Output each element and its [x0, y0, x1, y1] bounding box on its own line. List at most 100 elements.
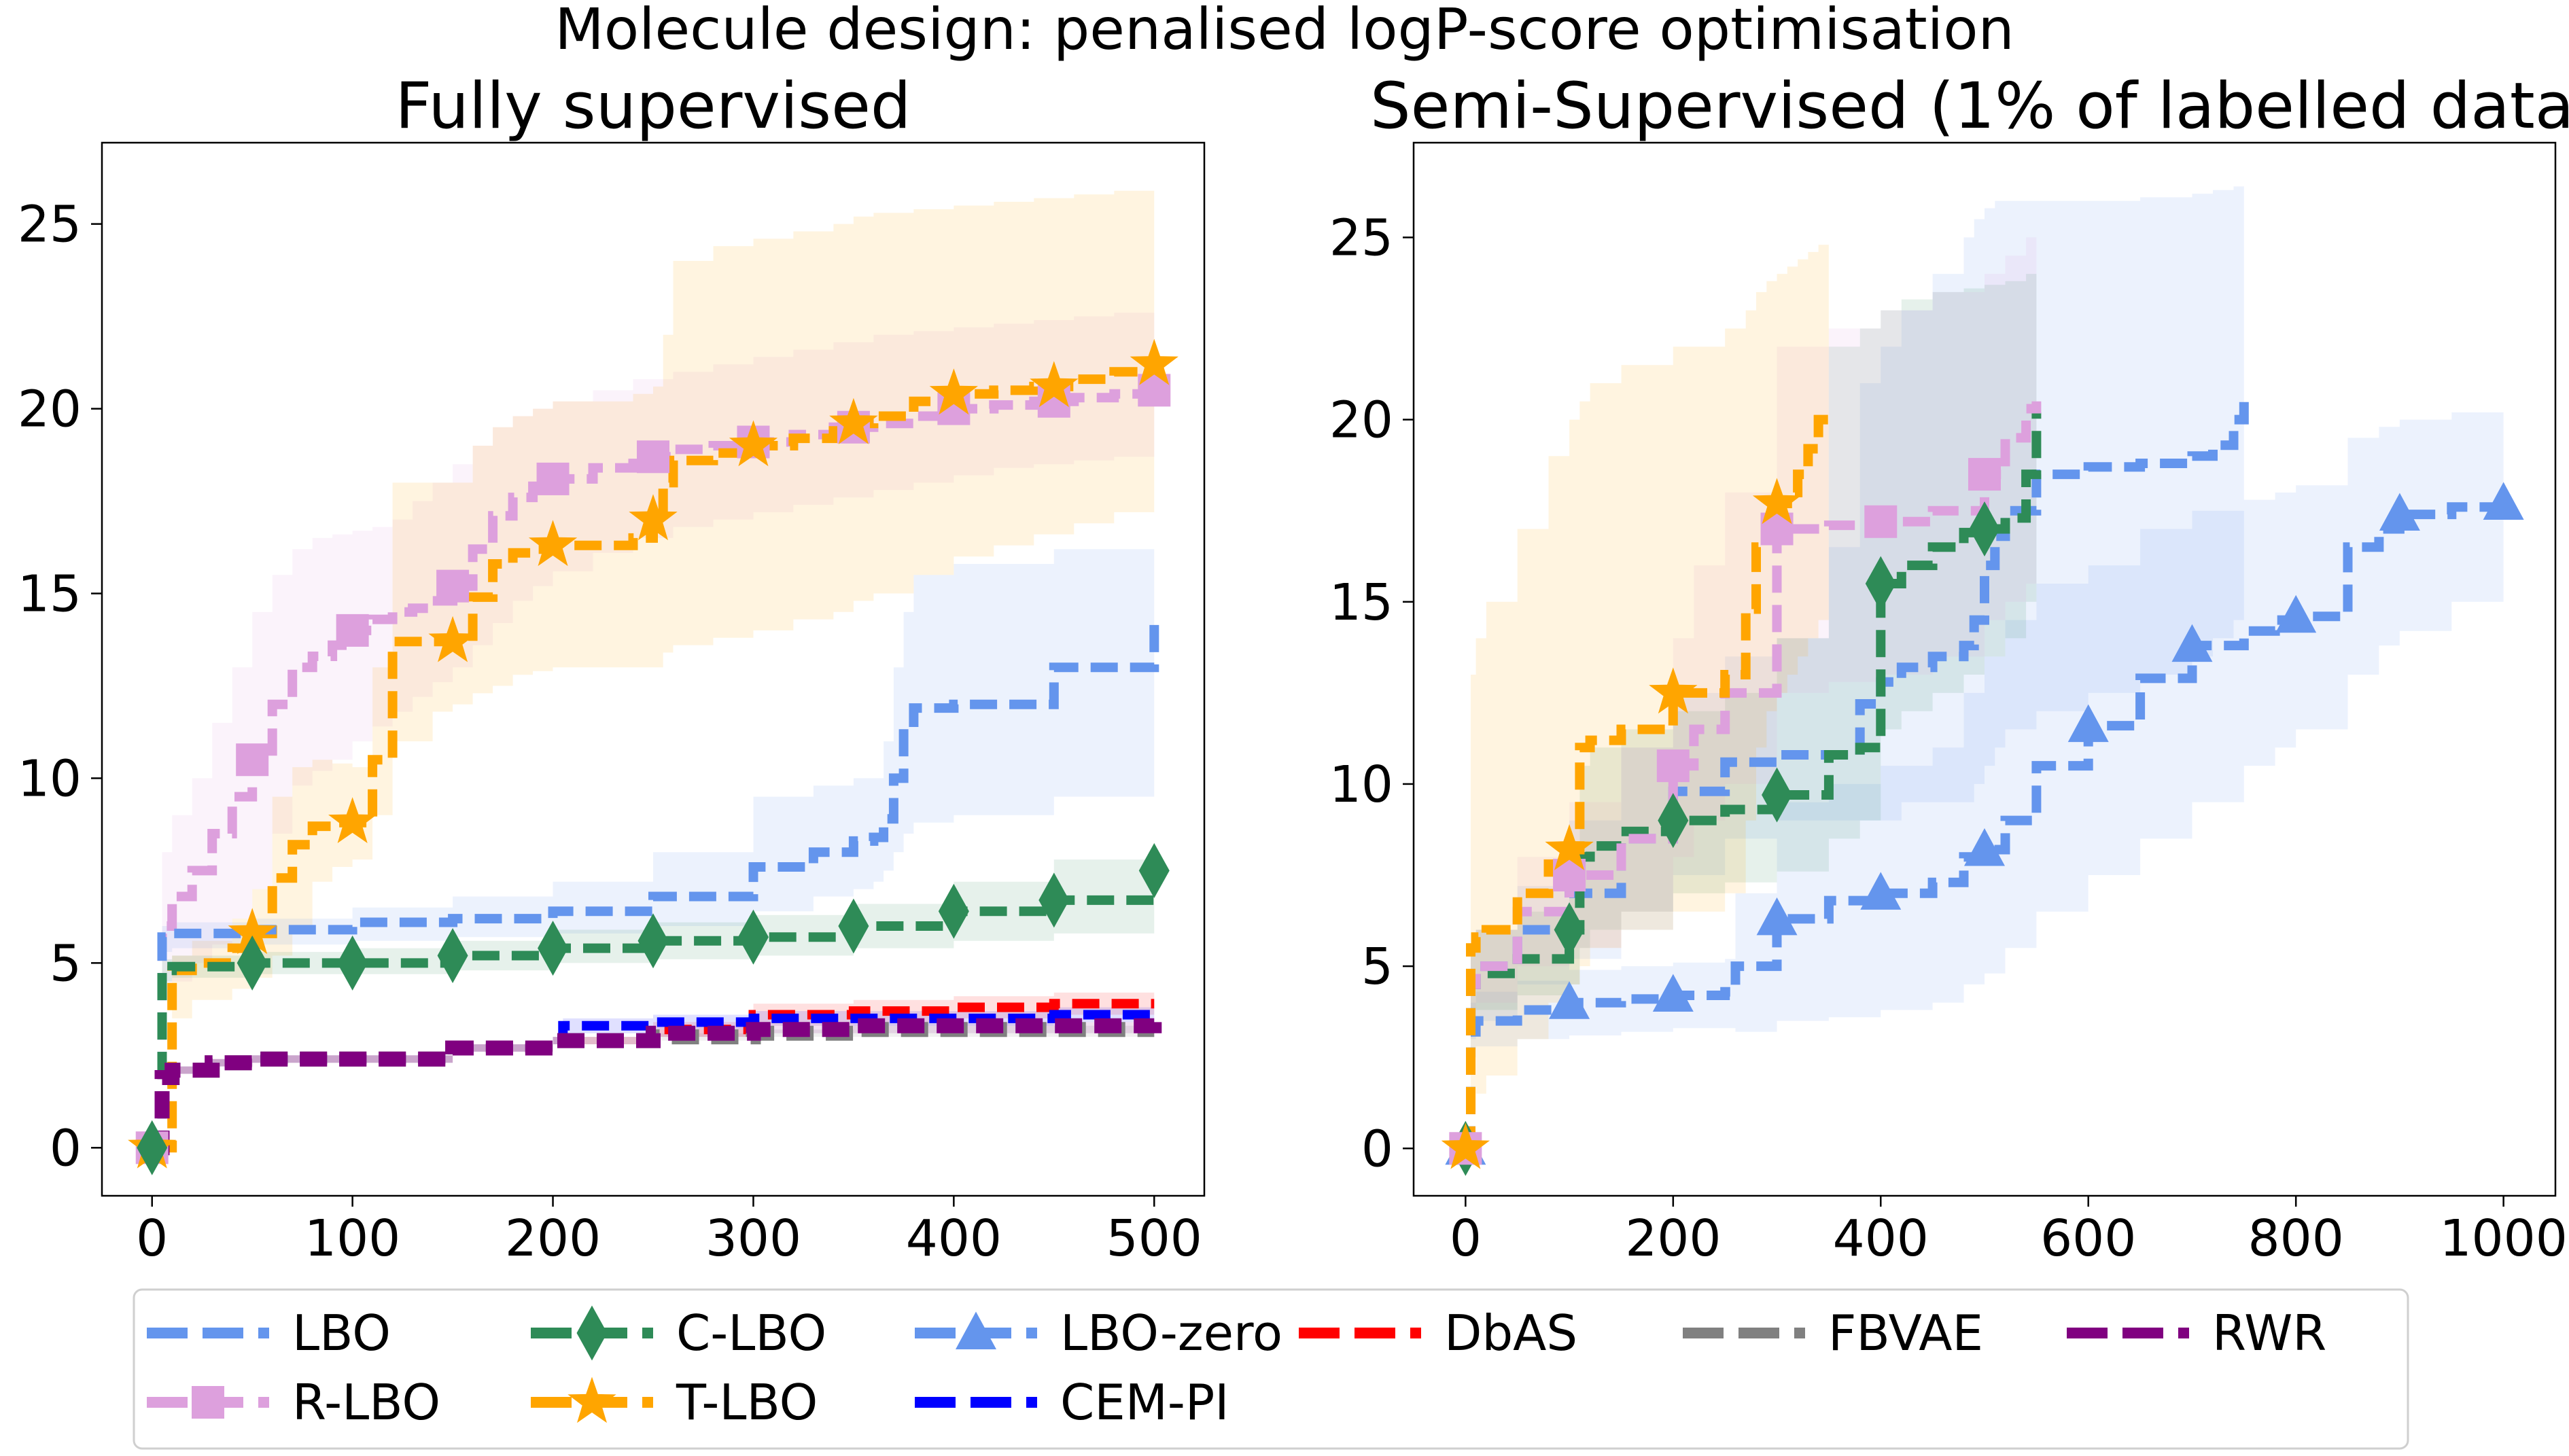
y-tick-label: 5 [1361, 938, 1393, 996]
y-tick-label: 0 [50, 1119, 82, 1177]
legend-box [133, 1288, 2409, 1450]
marker-c-lbo [437, 927, 468, 983]
y-tick-label: 10 [18, 749, 82, 808]
marker-t-lbo [228, 908, 277, 955]
y-tick-label: 25 [18, 196, 82, 254]
marker-r-lbo [637, 440, 669, 474]
x-tick-label: 1000 [2439, 1209, 2567, 1268]
marker-t-lbo [328, 797, 377, 843]
legend-marker-star [567, 1377, 616, 1423]
legend: LBO C-LBO LBO-zero DbAS FBVAE RWR R-LBO T-LBO CE… [133, 1288, 2409, 1450]
figure-title: Molecule design: penalised logP-score op… [555, 0, 2014, 63]
marker-r-lbo [1968, 458, 2001, 491]
line-t-lbo [152, 364, 1159, 1153]
marker-lbo-zero [1860, 872, 1902, 910]
marker-r-lbo [1864, 505, 1898, 538]
marker-r-lbo [436, 569, 470, 603]
marker-r-lbo [336, 614, 369, 647]
legend-label: T-LBO [676, 1374, 818, 1431]
marker-c-lbo [1554, 902, 1585, 957]
x-tick-label: 500 [1106, 1209, 1202, 1268]
marker-c-lbo [538, 921, 569, 976]
legend-item-fbvae: FBVAE [1683, 1304, 1983, 1362]
marker-c-lbo [337, 935, 368, 991]
marker-c-lbo [1658, 793, 1689, 849]
line-c-lbo [152, 870, 1159, 1153]
marker-r-lbo [536, 462, 570, 495]
marker-c-lbo [1138, 842, 1170, 898]
x-tick-label: 200 [1625, 1209, 1721, 1268]
marker-lbo-zero [2379, 493, 2420, 531]
marker-t-lbo [1649, 667, 1698, 714]
marker-t-lbo [1130, 338, 1178, 385]
legend-label: DbAS [1444, 1304, 1577, 1362]
plot-area [1465, 183, 2509, 1154]
panel-title: Fully supervised [395, 69, 911, 143]
x-tick-label: 800 [2248, 1209, 2344, 1268]
x-tick-label: 100 [304, 1209, 400, 1268]
plot-area [152, 187, 1162, 1156]
marker-lbo-zero [1756, 897, 1798, 936]
marker-c-lbo [137, 1120, 168, 1175]
marker-lbo-zero [1964, 828, 2005, 866]
panel-title: Semi-Supervised (1% of labelled data) [1370, 69, 2569, 143]
legend-item-c-lbo: C-LBO [531, 1304, 826, 1362]
legend-label: CEM-PI [1060, 1374, 1229, 1431]
band-rwr [152, 1018, 1155, 1148]
legend-item-dbas: DbAS [1299, 1304, 1577, 1362]
marker-lbo-zero [2275, 594, 2317, 633]
x-tick-label: 400 [906, 1209, 1002, 1268]
band-r-lbo [1465, 219, 2037, 1149]
marker-lbo-zero [2171, 624, 2213, 662]
legend-item-r-lbo: R-LBO [147, 1374, 440, 1431]
marker-t-lbo [1752, 478, 1802, 525]
panel-semi-supervised: Semi-Supervised (1% of labelled data) 0 20… [1329, 69, 2569, 1268]
marker-c-lbo [1969, 501, 2000, 557]
marker-c-lbo [938, 883, 969, 939]
legend-marker-square [192, 1386, 224, 1419]
legend-label: FBVAE [1828, 1304, 1983, 1362]
marker-lbo-zero [1549, 981, 1590, 1019]
x-tick-label: 400 [1833, 1209, 1929, 1268]
legend-item-lbo: LBO [147, 1304, 391, 1362]
marker-c-lbo [838, 898, 869, 954]
line-c-lbo [1465, 412, 2042, 1154]
marker-lbo-zero [2067, 704, 2109, 743]
y-tick-label: 20 [18, 380, 82, 439]
x-tick-label: 300 [705, 1209, 801, 1268]
marker-t-lbo [929, 368, 978, 415]
marker-c-lbo [1762, 767, 1793, 823]
axes-frame [101, 141, 1206, 1197]
y-tick-label: 5 [50, 934, 82, 993]
marker-t-lbo [629, 494, 678, 541]
panel-fully-supervised: Fully supervised 0 100 200 300 400 500 0 5 10 15 20… [18, 69, 1206, 1268]
y-tick-label: 15 [18, 565, 82, 624]
band-lbo-zero [1465, 408, 2504, 1149]
legend-marker-diamond [576, 1305, 608, 1361]
y-tick-label: 20 [1329, 391, 1393, 450]
marker-t-lbo [1030, 361, 1079, 408]
marker-c-lbo [237, 935, 268, 991]
band-c-lbo [1465, 266, 2037, 1149]
legend-marker-triangle [956, 1311, 996, 1349]
legend-label: C-LBO [676, 1304, 826, 1362]
marker-c-lbo [1038, 872, 1070, 928]
band-lbo [1465, 183, 2244, 1149]
marker-lbo-zero [2483, 482, 2524, 520]
marker-t-lbo [729, 420, 778, 467]
band-t-lbo [1465, 237, 1829, 1149]
line-t-lbo [1465, 408, 1834, 1154]
legend-label: RWR [2212, 1304, 2326, 1362]
legend-label: LBO [292, 1304, 391, 1362]
y-tick-label: 0 [1361, 1120, 1393, 1178]
legend-item-cem-pi: CEM-PI [915, 1374, 1229, 1431]
y-tick-label: 25 [1329, 209, 1393, 267]
x-tick-label: 600 [2040, 1209, 2136, 1268]
legend-label: LBO-zero [1060, 1304, 1282, 1362]
x-tick-label: 0 [136, 1209, 168, 1268]
marker-t-lbo [428, 616, 477, 662]
x-tick-label: 200 [505, 1209, 601, 1268]
x-tick-label: 0 [1450, 1209, 1482, 1268]
marker-c-lbo [637, 913, 669, 969]
